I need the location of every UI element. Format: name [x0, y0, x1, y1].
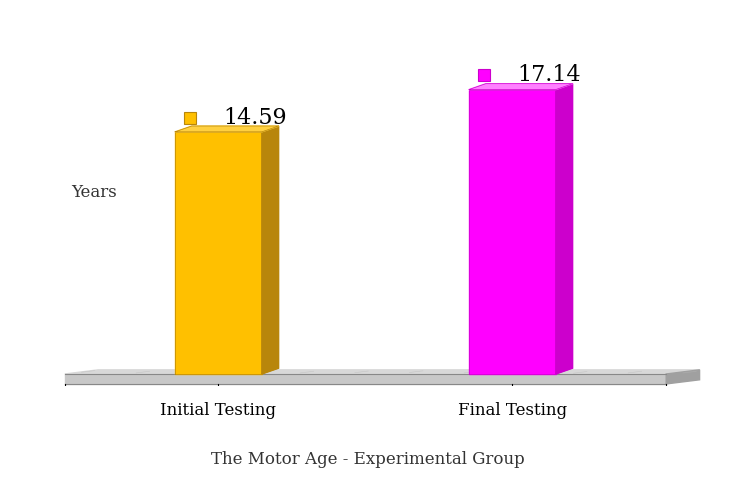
Polygon shape: [469, 84, 573, 90]
Text: The Motor Age - Experimental Group: The Motor Age - Experimental Group: [211, 451, 524, 468]
Text: 17.14: 17.14: [517, 65, 581, 86]
Polygon shape: [175, 126, 279, 132]
Polygon shape: [556, 84, 573, 374]
Polygon shape: [469, 90, 556, 374]
Polygon shape: [65, 374, 666, 384]
Polygon shape: [175, 132, 262, 374]
Polygon shape: [65, 370, 700, 374]
Text: 14.59: 14.59: [223, 107, 287, 129]
Polygon shape: [666, 370, 700, 384]
Polygon shape: [262, 126, 279, 374]
Text: Years: Years: [71, 184, 118, 201]
